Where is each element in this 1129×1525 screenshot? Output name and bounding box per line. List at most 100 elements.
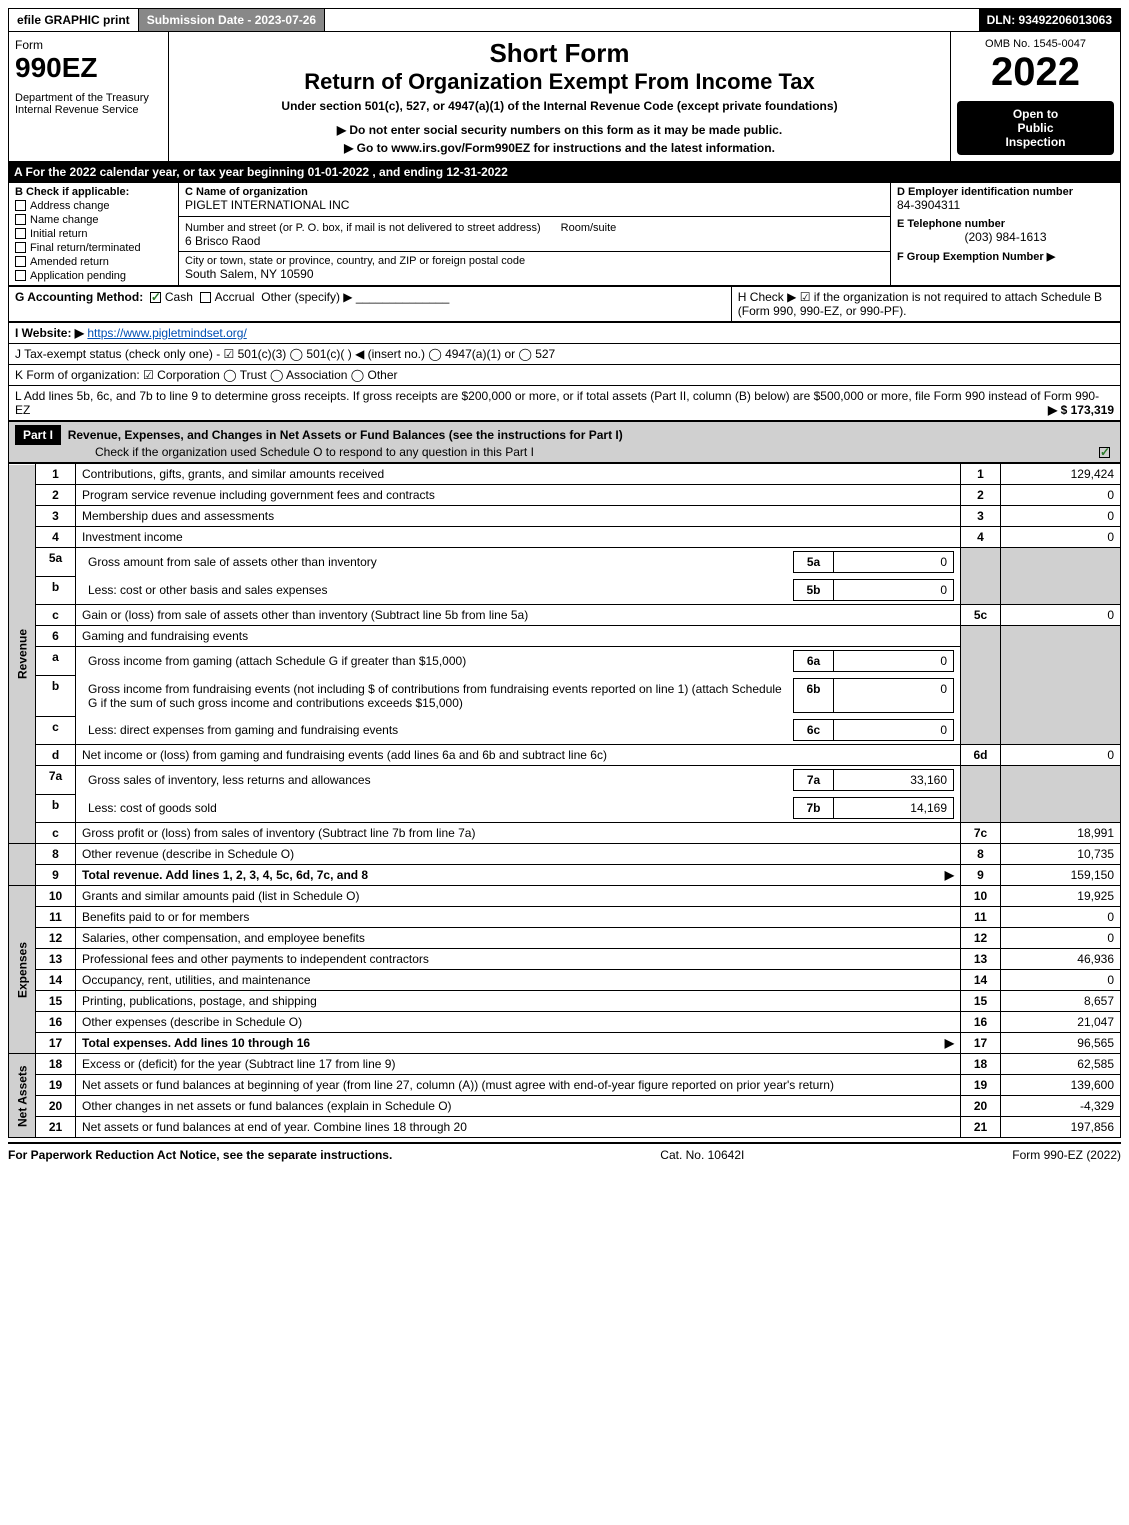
line-19-val: 139,600	[1001, 1075, 1121, 1096]
line-16-num: 16	[36, 1012, 76, 1033]
ein: 84-3904311	[897, 198, 1114, 212]
efile-print[interactable]: efile GRAPHIC print	[9, 9, 139, 31]
line-2-val: 0	[1001, 485, 1121, 506]
line-6c-sub: 6c	[794, 720, 834, 741]
line-2-idx: 2	[961, 485, 1001, 506]
part1-label: Part I	[15, 425, 61, 445]
line-21-val: 197,856	[1001, 1117, 1121, 1138]
line-6d-val: 0	[1001, 745, 1121, 766]
line-6-num: 6	[36, 626, 76, 647]
line-7c-num: c	[36, 823, 76, 844]
city-label: City or town, state or province, country…	[185, 255, 884, 267]
part1-check-note: Check if the organization used Schedule …	[95, 445, 534, 459]
subtitle: Under section 501(c), 527, or 4947(a)(1)…	[175, 99, 944, 113]
line-5a-sub: 5a	[794, 552, 834, 573]
line-11-text: Benefits paid to or for members	[76, 907, 961, 928]
line-7b-subval: 14,169	[834, 798, 954, 819]
line-2-num: 2	[36, 485, 76, 506]
part1-title: Revenue, Expenses, and Changes in Net As…	[68, 428, 623, 442]
line-6d-idx: 6d	[961, 745, 1001, 766]
line-18-idx: 18	[961, 1054, 1001, 1075]
omb-number: OMB No. 1545-0047	[957, 38, 1114, 50]
line-18-num: 18	[36, 1054, 76, 1075]
accounting-cash[interactable]: Cash	[165, 290, 193, 304]
line-6b-subval: 0	[834, 679, 954, 713]
line-7a-sub: 7a	[794, 770, 834, 791]
line-15-idx: 15	[961, 991, 1001, 1012]
opt-name-change[interactable]: Name change	[30, 214, 99, 226]
part1-table: Revenue 1 Contributions, gifts, grants, …	[8, 463, 1121, 1138]
line-18-val: 62,585	[1001, 1054, 1121, 1075]
line-1-idx: 1	[961, 464, 1001, 485]
line-14-text: Occupancy, rent, utilities, and maintena…	[76, 970, 961, 991]
opt-amended-return[interactable]: Amended return	[30, 256, 109, 268]
line-8-num: 8	[36, 844, 76, 865]
line-6b-num: b	[36, 675, 76, 716]
street-label: Number and street (or P. O. box, if mail…	[185, 222, 541, 234]
line-8-text: Other revenue (describe in Schedule O)	[76, 844, 961, 865]
section-c-name-label: C Name of organization	[185, 186, 884, 198]
line-6a-num: a	[36, 647, 76, 676]
opt-final-return[interactable]: Final return/terminated	[30, 242, 141, 254]
line-7c-idx: 7c	[961, 823, 1001, 844]
submission-date: Submission Date - 2023-07-26	[139, 9, 325, 31]
street: 6 Brisco Raod	[185, 234, 884, 248]
line-6a-subval: 0	[834, 651, 954, 672]
line-16-text: Other expenses (describe in Schedule O)	[76, 1012, 961, 1033]
opt-address-change[interactable]: Address change	[30, 200, 110, 212]
line-7b-text: Less: cost of goods sold	[82, 798, 794, 819]
line-9-idx: 9	[961, 865, 1001, 886]
header-left: Form 990EZ Department of the Treasury In…	[9, 32, 169, 161]
form-word: Form	[15, 38, 162, 52]
accounting-block: G Accounting Method: Cash Accrual Other …	[8, 286, 1121, 322]
accounting-other[interactable]: Other (specify) ▶	[261, 290, 352, 304]
line-2-text: Program service revenue including govern…	[76, 485, 961, 506]
line-6c-subval: 0	[834, 720, 954, 741]
line-4-num: 4	[36, 527, 76, 548]
vlabel-expenses: Expenses	[9, 886, 36, 1054]
line-7a-subval: 33,160	[834, 770, 954, 791]
line-5c-text: Gain or (loss) from sale of assets other…	[76, 605, 961, 626]
title-main: Return of Organization Exempt From Incom…	[175, 69, 944, 95]
part1-header: Part I Revenue, Expenses, and Changes in…	[8, 421, 1121, 463]
website-link[interactable]: https://www.pigletmindset.org/	[87, 326, 246, 340]
line-1-text: Contributions, gifts, grants, and simila…	[76, 464, 961, 485]
line-7c-text: Gross profit or (loss) from sales of inv…	[76, 823, 961, 844]
line-9-num: 9	[36, 865, 76, 886]
line-8-val: 10,735	[1001, 844, 1121, 865]
org-info-table: B Check if applicable: Address change Na…	[8, 182, 1121, 286]
opt-initial-return[interactable]: Initial return	[30, 228, 87, 240]
section-i-label: I Website: ▶	[15, 326, 84, 340]
line-12-idx: 12	[961, 928, 1001, 949]
line-12-text: Salaries, other compensation, and employ…	[76, 928, 961, 949]
section-g-label: G Accounting Method:	[15, 290, 143, 304]
line-20-idx: 20	[961, 1096, 1001, 1117]
line-3-val: 0	[1001, 506, 1121, 527]
dept-line2: Internal Revenue Service	[15, 104, 162, 116]
part1-checkbox[interactable]	[1099, 447, 1110, 458]
line-7a-text: Gross sales of inventory, less returns a…	[82, 770, 794, 791]
line-1-val: 129,424	[1001, 464, 1121, 485]
line-19-num: 19	[36, 1075, 76, 1096]
opt-application-pending[interactable]: Application pending	[30, 270, 126, 282]
line-10-idx: 10	[961, 886, 1001, 907]
line-11-idx: 11	[961, 907, 1001, 928]
line-5a-text: Gross amount from sale of assets other t…	[82, 552, 794, 573]
line-19-idx: 19	[961, 1075, 1001, 1096]
line-7b-num: b	[36, 794, 76, 823]
line-16-idx: 16	[961, 1012, 1001, 1033]
page-footer: For Paperwork Reduction Act Notice, see …	[8, 1142, 1121, 1162]
line-3-idx: 3	[961, 506, 1001, 527]
ijkl-block: I Website: ▶ https://www.pigletmindset.o…	[8, 322, 1121, 421]
line-14-num: 14	[36, 970, 76, 991]
line-5a-subval: 0	[834, 552, 954, 573]
accounting-accrual[interactable]: Accrual	[215, 290, 255, 304]
section-d-label: D Employer identification number	[897, 186, 1114, 198]
line-10-val: 19,925	[1001, 886, 1121, 907]
line-6d-num: d	[36, 745, 76, 766]
dln: DLN: 93492206013063	[979, 9, 1120, 31]
note-ssn: ▶ Do not enter social security numbers o…	[175, 123, 944, 137]
line-8-idx: 8	[961, 844, 1001, 865]
phone: (203) 984-1613	[897, 230, 1114, 244]
line-20-text: Other changes in net assets or fund bala…	[76, 1096, 961, 1117]
